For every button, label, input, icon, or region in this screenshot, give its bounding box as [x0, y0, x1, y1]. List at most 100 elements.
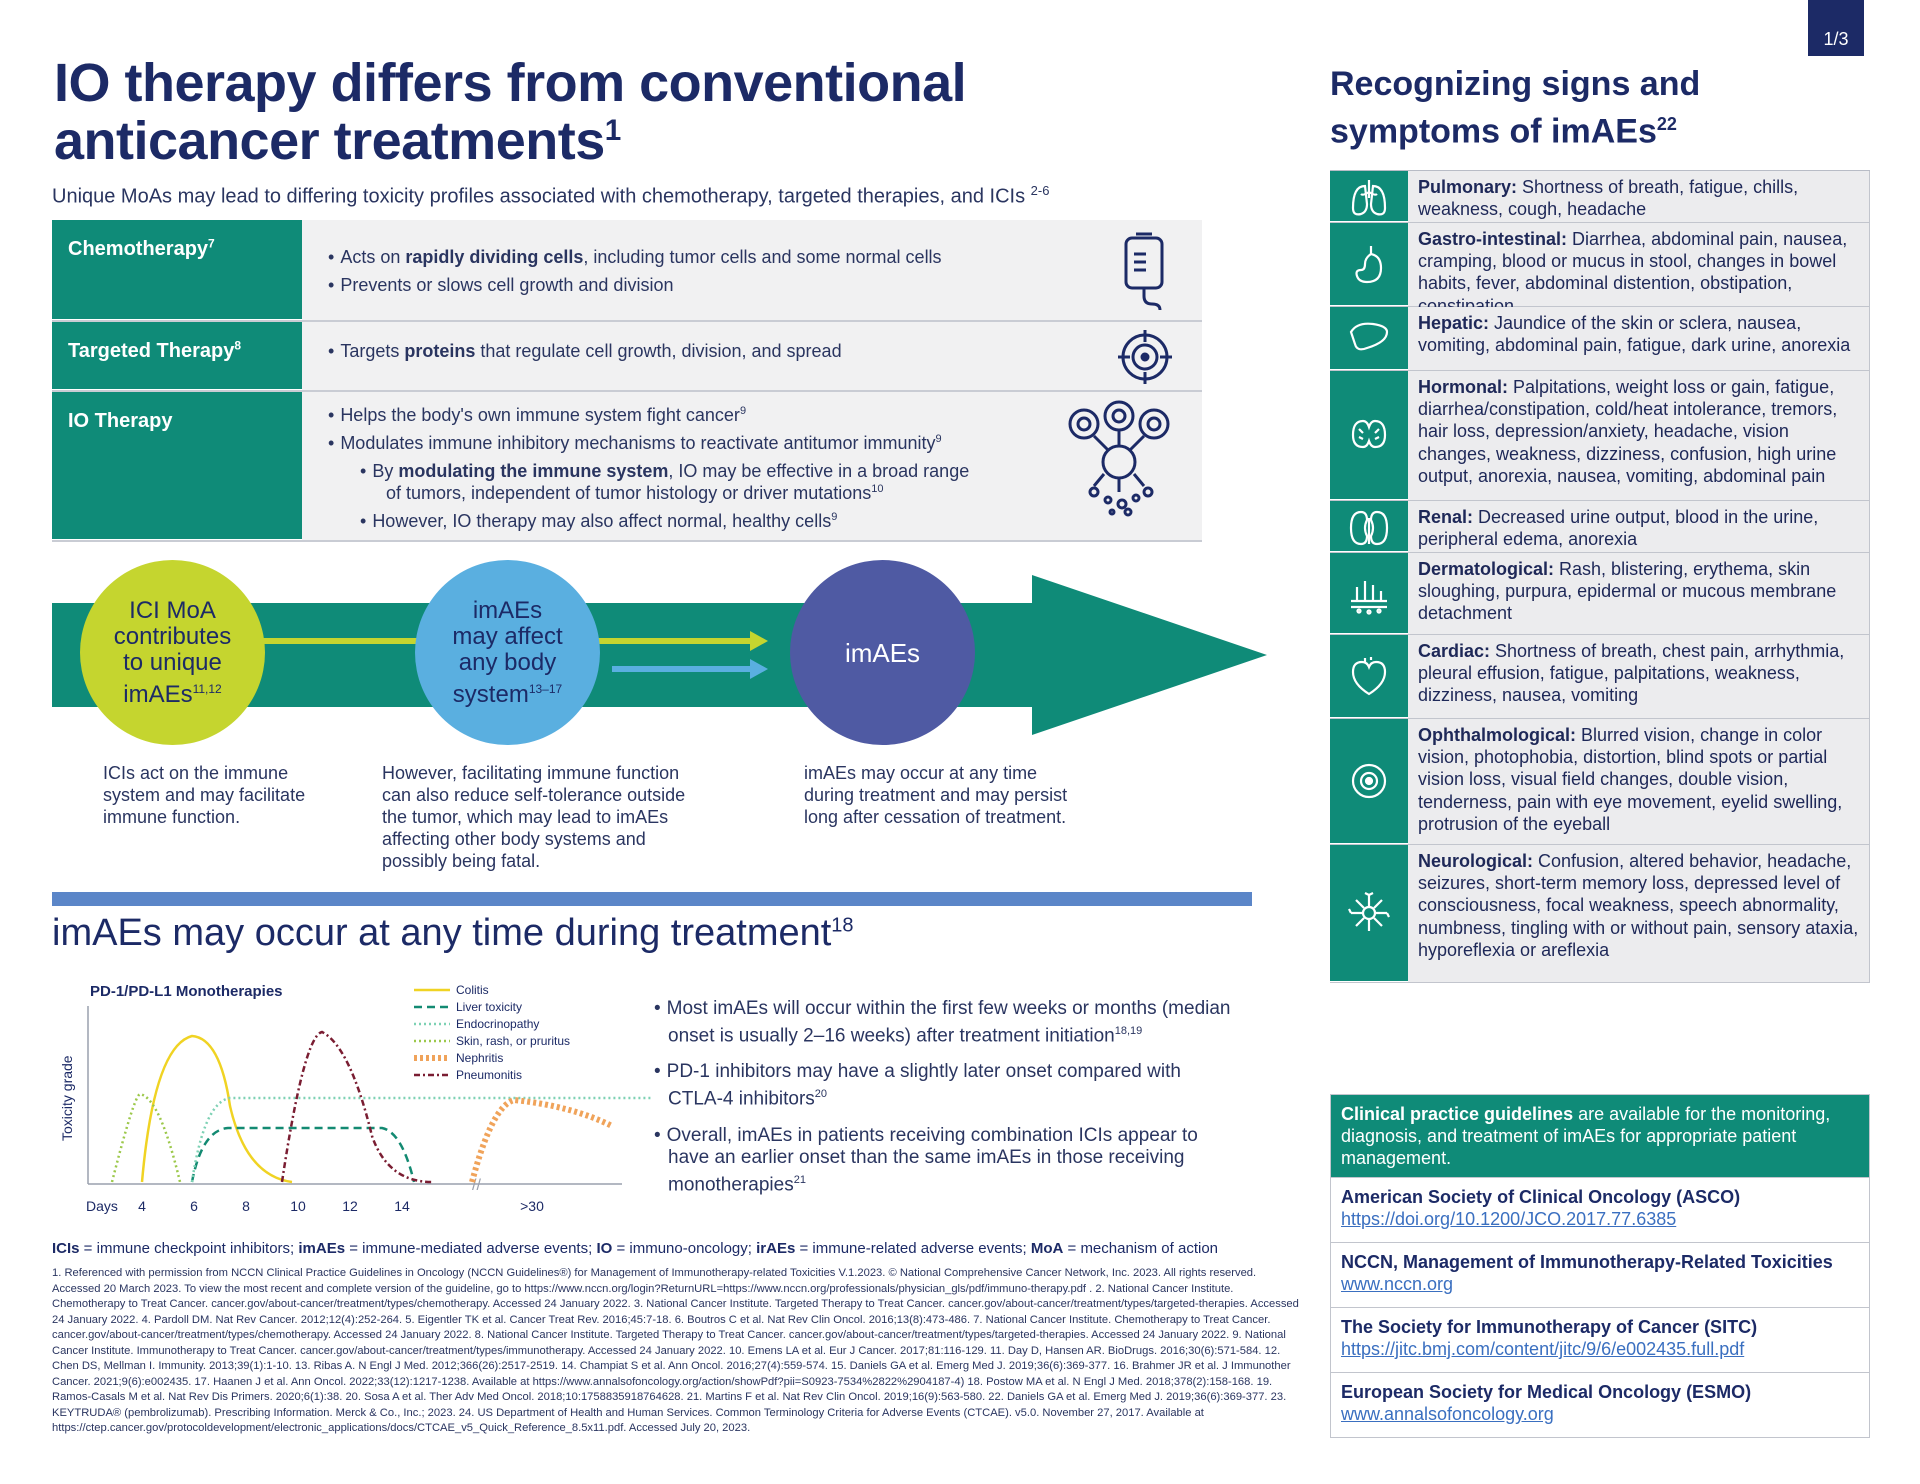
symptom-description: Jaundice of the skin or sclera, nausea, … [1418, 313, 1851, 356]
guideline-nccn-link[interactable]: www.nccn.org [1341, 1274, 1454, 1294]
symptom-row: Pulmonary: Shortness of breath, fatigue,… [1330, 171, 1870, 223]
moa-label-targeted: Targeted Therapy8 [52, 322, 302, 390]
references: 1. Referenced with permission from NCCN … [52, 1267, 1299, 1434]
io-bullet-2: Modulates immune inhibitory mechanisms t… [328, 432, 1176, 454]
ici-moa-circle: ICI MoA contributes to unique imAEs11,12 [80, 560, 265, 745]
section-title-onset: imAEs may occur at any time during treat… [52, 912, 854, 954]
symptom-category: Hepatic: [1418, 313, 1490, 333]
symptom-text: Hormonal: Palpitations, weight loss or g… [1408, 371, 1870, 500]
onset-bullets: Most imAEs will occur within the first f… [654, 998, 1234, 1210]
guidelines-header: Clinical practice guidelines are availab… [1331, 1095, 1869, 1177]
moa-table: Chemotherapy7 Acts on rapidly dividing c… [52, 220, 1202, 542]
immune-cells-icon [1064, 400, 1174, 523]
imaes-circle: imAEs [790, 560, 975, 745]
symptom-row: Gastro-intestinal: Diarrhea, abdominal p… [1330, 223, 1870, 316]
moa-row-io: IO Therapy Helps the body's own immune s… [52, 392, 1202, 542]
symptom-description: Palpitations, weight loss or gain, fatig… [1418, 377, 1838, 486]
guideline-esmo-link[interactable]: www.annalsofoncology.org [1341, 1404, 1554, 1424]
chemo-bullet-2: Prevents or slows cell growth and divisi… [328, 274, 1176, 296]
guideline-asco: American Society of Clinical Oncology (A… [1331, 1177, 1869, 1242]
symptom-text: Gastro-intestinal: Diarrhea, abdominal p… [1408, 223, 1870, 316]
heart-icon [1330, 635, 1408, 718]
flow-caption-3: imAEs may occur at any time during treatm… [804, 763, 1068, 827]
eye-icon [1330, 719, 1408, 844]
io-bullet-3: By modulating the immune system, IO may … [328, 460, 1176, 482]
series-line-colitis [140, 1034, 293, 1184]
legend-label: Colitis [456, 983, 489, 997]
symptom-text: Ophthalmological: Blurred vision, change… [1408, 719, 1870, 844]
liver-icon [1330, 307, 1408, 370]
moa-row-targeted: Targeted Therapy8 Targets proteins that … [52, 322, 1202, 392]
symptom-description: Blurred vision, change in color vision, … [1418, 725, 1843, 834]
symptom-description: Confusion, altered behavior, headache, s… [1418, 851, 1859, 960]
targeted-bullet-1: Targets proteins that regulate cell grow… [328, 340, 1176, 362]
symptom-text: Pulmonary: Shortness of breath, fatigue,… [1408, 171, 1870, 222]
series-line-liver-toxicity [190, 1126, 416, 1183]
io-bullet-4: However, IO therapy may also affect norm… [328, 510, 1176, 532]
iv-bag-icon [1114, 232, 1174, 317]
symptom-description: Decreased urine output, blood in the uri… [1418, 507, 1819, 550]
io-bullet-3-cont: of tumors, independent of tumor histolog… [386, 483, 884, 503]
moa-label-io: IO Therapy [52, 392, 302, 540]
chart-x-tick: 10 [290, 1198, 306, 1214]
legend-label: Liver toxicity [456, 1000, 522, 1014]
symptom-row: Renal: Decreased urine output, blood in … [1330, 501, 1870, 553]
symptom-text: Hepatic: Jaundice of the skin or sclera,… [1408, 307, 1870, 370]
symptom-category: Neurological: [1418, 851, 1534, 871]
symptom-category: Hormonal: [1418, 377, 1508, 397]
page-title: IO therapy differs from conventional ant… [54, 53, 967, 171]
skin-icon [1330, 553, 1408, 634]
section-divider [52, 892, 1252, 906]
symptom-category: Pulmonary: [1418, 177, 1518, 197]
axis-break: // [472, 1177, 481, 1194]
abbreviations: ICIs = immune checkpoint inhibitors; imA… [52, 1240, 1219, 1257]
symptom-row: Dermatological: Rash, blistering, erythe… [1330, 553, 1870, 635]
chart-title: PD-1/PD-L1 Monotherapies [90, 983, 283, 1000]
symptom-text: Renal: Decreased urine output, blood in … [1408, 501, 1870, 552]
guideline-asco-link[interactable]: https://doi.org/10.1200/JCO.2017.77.6385 [1341, 1209, 1677, 1229]
symptom-row: Hormonal: Palpitations, weight loss or g… [1330, 371, 1870, 501]
stomach-icon [1330, 223, 1408, 306]
symptoms-list: Pulmonary: Shortness of breath, fatigue,… [1330, 170, 1870, 983]
page-subtitle: Unique MoAs may lead to differing toxici… [52, 183, 1050, 208]
symptom-category: Gastro-intestinal: [1418, 229, 1568, 249]
guideline-sitc: The Society for Immunotherapy of Cancer … [1331, 1307, 1869, 1372]
onset-bullet-2: PD-1 inhibitors may have a slightly late… [654, 1061, 1234, 1110]
symptom-text: Neurological: Confusion, altered behavio… [1408, 845, 1870, 982]
symptom-category: Cardiac: [1418, 641, 1491, 661]
thyroid-icon [1330, 371, 1408, 500]
lungs-icon [1330, 171, 1408, 222]
symptom-description: Rash, blistering, erythema, skin sloughi… [1418, 559, 1837, 624]
chart-x-tick: 8 [242, 1198, 250, 1214]
moa-row-chemotherapy: Chemotherapy7 Acts on rapidly dividing c… [52, 220, 1202, 322]
flow-caption-1: ICIs act on the immune system and may fac… [103, 763, 306, 827]
chart-x-tick: 12 [342, 1198, 358, 1214]
symptom-description: Shortness of breath, fatigue, chills, we… [1418, 177, 1799, 220]
symptom-category: Dermatological: [1418, 559, 1555, 579]
symptoms-title: Recognizing signs and symptoms of imAEs2… [1330, 65, 1701, 151]
onset-bullet-1: Most imAEs will occur within the first f… [654, 998, 1234, 1047]
guideline-nccn: NCCN, Management of Immunotherapy-Relate… [1331, 1242, 1869, 1307]
symptom-category: Ophthalmological: [1418, 725, 1577, 745]
symptom-category: Renal: [1418, 507, 1474, 527]
chart-x-tick: 6 [190, 1198, 198, 1214]
guideline-sitc-link[interactable]: https://jitc.bmj.com/content/jitc/9/6/e0… [1341, 1339, 1745, 1359]
legend-label: Endocrinopathy [456, 1017, 539, 1031]
symptom-description: Diarrhea, abdominal pain, nausea, crampi… [1418, 229, 1848, 316]
chart-x-tick: 4 [138, 1198, 146, 1214]
symptom-row: Ophthalmological: Blurred vision, change… [1330, 719, 1870, 845]
series-line-endocrinopathy [190, 1096, 652, 1183]
flow-caption-2: However, facilitating immune function can… [382, 763, 686, 871]
imaes-body-system-circle: imAEs may affect any body system13–17 [415, 560, 600, 745]
chart-x-tick: 14 [394, 1198, 410, 1214]
neuron-icon [1330, 845, 1408, 982]
onset-chart: PD-1/PD-L1 Monotherapies Toxicity grade … [52, 976, 652, 1226]
symptom-row: Hepatic: Jaundice of the skin or sclera,… [1330, 307, 1870, 371]
chart-ylabel: Toxicity grade [59, 1055, 75, 1141]
moa-label-chemotherapy: Chemotherapy7 [52, 220, 302, 320]
kidney-icon [1330, 501, 1408, 552]
target-icon [1116, 328, 1174, 391]
guideline-esmo: European Society for Medical Oncology (E… [1331, 1372, 1869, 1437]
series-line-pneumonitis [280, 1030, 433, 1184]
chart-xlabel: Days [86, 1198, 118, 1214]
